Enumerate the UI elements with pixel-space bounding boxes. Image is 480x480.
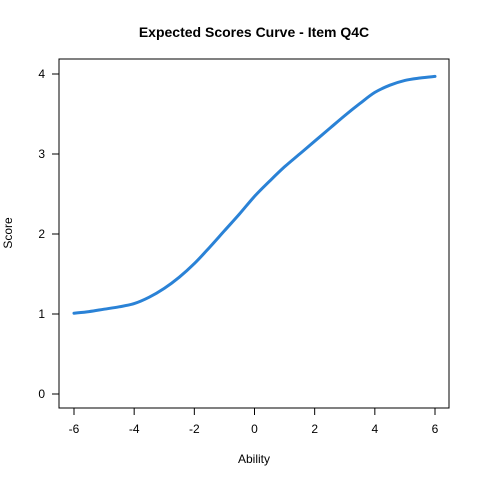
- expected-score-line: [72, 74, 437, 315]
- x-axis-label: Ability: [238, 452, 270, 466]
- y-axis: 0 1 2 3 4: [38, 67, 59, 401]
- y-tick-label: 0: [38, 387, 45, 401]
- y-axis-label: Score: [1, 217, 15, 249]
- x-tick-label: 6: [432, 422, 439, 436]
- series-layer: [72, 74, 437, 315]
- x-tick-label: -2: [189, 422, 200, 436]
- chart-title: Expected Scores Curve - Item Q4C: [139, 24, 369, 40]
- y-tick-label: 3: [38, 147, 45, 161]
- x-tick-label: 4: [371, 422, 378, 436]
- x-tick-label: 2: [311, 422, 318, 436]
- x-tick-label: 0: [251, 422, 258, 436]
- x-tick-label: -4: [129, 422, 140, 436]
- y-tick-label: 4: [38, 67, 45, 81]
- x-axis: -6 -4 -2 0 2 4 6: [69, 408, 439, 436]
- y-tick-label: 2: [38, 227, 45, 241]
- plot-frame: [58, 58, 450, 409]
- y-tick-label: 1: [38, 307, 45, 321]
- x-tick-label: -6: [69, 422, 80, 436]
